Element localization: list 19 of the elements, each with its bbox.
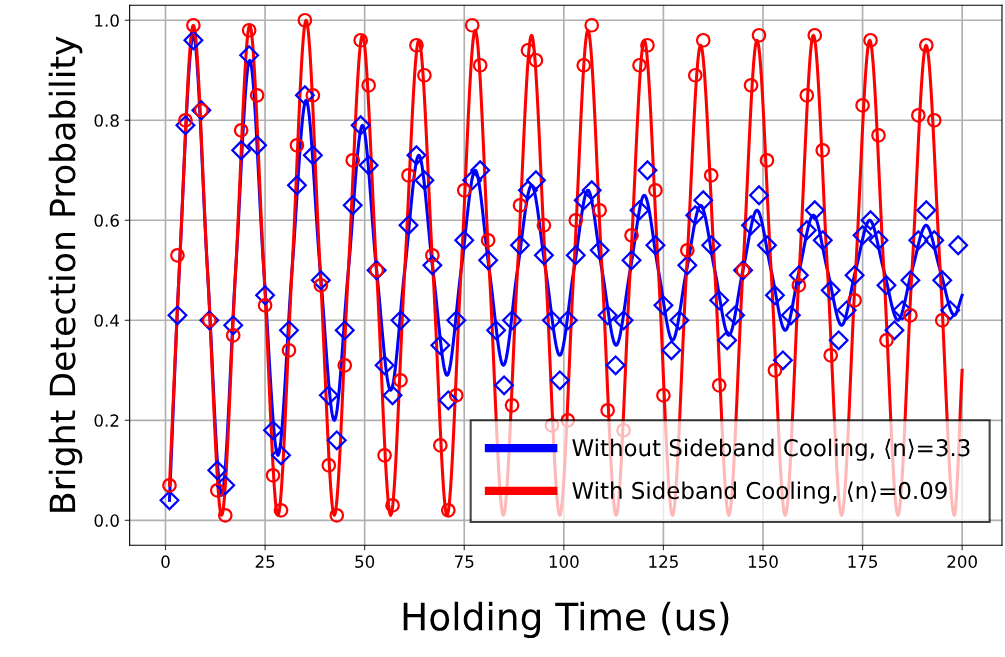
x-axis-title: Holding Time (us) (403, 601, 729, 639)
x-tick-label: 175 (848, 555, 878, 568)
legend-label: Without Sideband Cooling, ⟨n⟩=3.3 (572, 438, 970, 461)
x-tick-label: 125 (649, 555, 678, 568)
legend-label: With Sideband Cooling, ⟨n⟩=0.09 (572, 481, 947, 504)
y-tick-label: 0.2 (94, 414, 119, 427)
x-tick-label: 25 (255, 555, 275, 568)
y-tick-label: 1.0 (95, 14, 119, 27)
x-tick-label: 200 (947, 555, 977, 568)
x-tick-label: 75 (455, 555, 474, 568)
x-tick-label: 100 (549, 555, 579, 568)
x-tick-label: 150 (748, 555, 778, 568)
x-tick-label: 0 (161, 555, 170, 568)
y-tick-label: 0.8 (94, 114, 119, 127)
y-tick-label: 0.0 (94, 514, 119, 527)
y-axis-title: Bright Detection Probability (48, 36, 83, 512)
y-tick-label: 0.4 (94, 314, 119, 327)
y-tick-label: 0.6 (94, 214, 119, 227)
x-tick-label: 50 (355, 555, 375, 568)
